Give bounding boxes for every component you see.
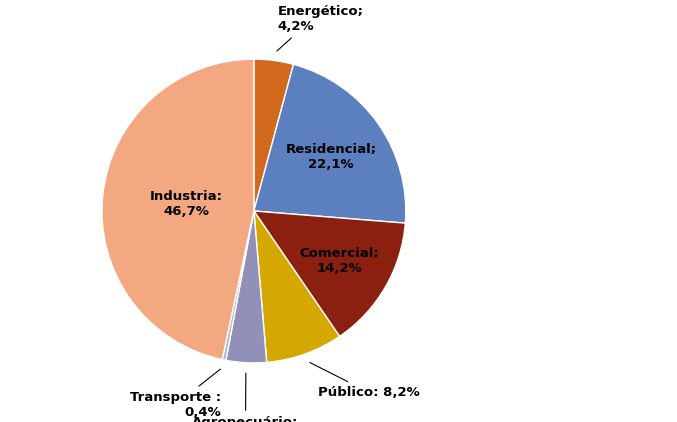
Text: Transporte :
0,4%: Transporte : 0,4% xyxy=(130,369,221,419)
Wedge shape xyxy=(254,211,340,362)
Wedge shape xyxy=(226,211,267,363)
Text: Setor
Energético;
4,2%: Setor Energético; 4,2% xyxy=(277,0,364,51)
Wedge shape xyxy=(254,59,293,211)
Wedge shape xyxy=(254,64,406,223)
Wedge shape xyxy=(102,59,254,360)
Wedge shape xyxy=(222,211,254,360)
Text: Comercial;
14,2%: Comercial; 14,2% xyxy=(299,246,379,275)
Text: Residencial;
22,1%: Residencial; 22,1% xyxy=(285,143,376,171)
Text: Industria:
46,7%: Industria: 46,7% xyxy=(150,190,222,218)
Wedge shape xyxy=(254,211,406,336)
Text: Agropecuário:
4,3%: Agropecuário: 4,3% xyxy=(192,373,299,422)
Text: Público: 8,2%: Público: 8,2% xyxy=(310,362,419,399)
